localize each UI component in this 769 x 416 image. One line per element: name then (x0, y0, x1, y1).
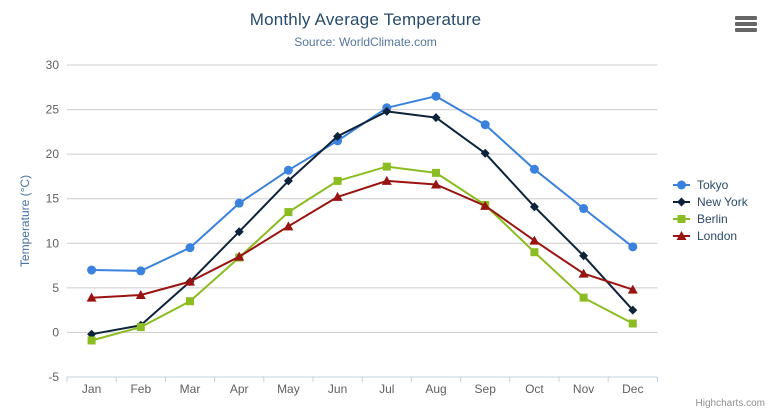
y-tick-label: 0 (52, 325, 59, 339)
hamburger-icon (735, 16, 757, 20)
data-point-london[interactable] (529, 235, 540, 245)
data-point-berlin[interactable] (530, 248, 539, 257)
data-point-london[interactable] (381, 175, 392, 185)
data-point-berlin[interactable] (136, 323, 145, 332)
data-point-new-york[interactable] (480, 148, 490, 158)
chart-title: Monthly Average Temperature (249, 10, 482, 29)
x-tick-label: Sep (475, 382, 497, 396)
data-point-tokyo[interactable] (87, 265, 97, 275)
data-point-tokyo[interactable] (579, 204, 589, 214)
data-point-new-york[interactable] (529, 202, 539, 212)
context-menu-button[interactable] (733, 12, 759, 34)
x-tick-label: Dec (622, 382, 643, 396)
hamburger-icon (735, 22, 757, 26)
data-point-london[interactable] (578, 268, 589, 278)
series-line-tokyo[interactable] (90, 95, 634, 272)
data-point-berlin[interactable] (579, 293, 588, 302)
legend-label: New York (697, 194, 748, 209)
data-point-berlin[interactable] (284, 208, 293, 217)
y-tick-label: 20 (46, 147, 60, 161)
data-point-new-york[interactable] (283, 176, 293, 186)
x-tick-label: Mar (180, 382, 201, 396)
data-point-new-york[interactable] (628, 305, 638, 315)
data-point-new-york[interactable] (333, 131, 343, 141)
legend-item-new-york[interactable]: New York (673, 193, 748, 210)
series-line-new-york[interactable] (90, 110, 634, 336)
data-point-new-york[interactable] (382, 106, 392, 116)
triangle-marker-icon (673, 230, 690, 240)
legend-label: Tokyo (697, 177, 729, 192)
x-tick-label: Jun (328, 382, 347, 396)
data-point-tokyo[interactable] (283, 165, 293, 175)
legend-label: London (697, 228, 738, 243)
data-point-new-york[interactable] (234, 227, 244, 237)
y-tick-label: 25 (46, 103, 60, 117)
y-tick-label: 5 (52, 281, 59, 295)
x-tick-label: Oct (525, 382, 544, 396)
data-point-london[interactable] (283, 221, 294, 231)
data-point-london[interactable] (185, 276, 195, 286)
data-point-london[interactable] (234, 251, 245, 261)
x-tick-label: Jul (379, 382, 394, 396)
data-point-tokyo[interactable] (185, 243, 195, 253)
circle-marker-icon (673, 180, 690, 189)
diamond-marker-icon (673, 197, 690, 206)
data-point-berlin[interactable] (87, 336, 96, 345)
data-point-london[interactable] (135, 289, 146, 299)
y-tick-label: 10 (46, 236, 60, 250)
y-tick-label: -5 (48, 370, 59, 384)
highcharts-credit[interactable]: Highcharts.com (695, 398, 765, 409)
series-line-berlin[interactable] (90, 165, 634, 342)
legend-item-tokyo[interactable]: Tokyo (673, 176, 748, 193)
y-tick-label: 15 (46, 192, 60, 206)
series-line-london[interactable] (90, 179, 634, 299)
x-tick-label: Feb (130, 382, 151, 396)
data-point-berlin[interactable] (628, 319, 637, 328)
data-point-tokyo[interactable] (234, 198, 244, 208)
hamburger-icon (735, 28, 757, 32)
data-point-london[interactable] (627, 284, 638, 294)
x-tick-label: Nov (573, 382, 594, 396)
data-point-london[interactable] (86, 292, 97, 302)
legend: Tokyo New York Berlin London (673, 176, 748, 244)
legend-label: Berlin (697, 211, 728, 226)
data-point-berlin[interactable] (333, 176, 342, 185)
data-point-london[interactable] (431, 179, 441, 189)
data-point-new-york[interactable] (431, 113, 441, 123)
x-tick-label: Apr (230, 382, 249, 396)
x-tick-label: May (277, 382, 300, 396)
data-point-tokyo[interactable] (529, 164, 539, 174)
square-marker-icon (673, 214, 690, 223)
x-tick-label: Aug (425, 382, 446, 396)
data-point-new-york[interactable] (579, 251, 589, 261)
data-point-london[interactable] (480, 200, 491, 210)
x-tick-label: Jan (82, 382, 101, 396)
data-point-tokyo[interactable] (136, 266, 146, 276)
data-point-berlin[interactable] (382, 162, 391, 171)
y-axis-title: Temperature (°C) (18, 174, 32, 268)
chart-subtitle: Source: WorldClimate.com (294, 35, 437, 49)
legend-item-berlin[interactable]: Berlin (673, 210, 748, 227)
data-point-tokyo[interactable] (628, 242, 638, 252)
data-point-tokyo[interactable] (431, 91, 441, 101)
y-tick-label: 30 (46, 58, 60, 72)
data-point-berlin[interactable] (186, 297, 194, 306)
data-point-london[interactable] (332, 191, 343, 201)
data-point-tokyo[interactable] (480, 120, 490, 130)
legend-item-london[interactable]: London (673, 227, 748, 244)
data-point-berlin[interactable] (432, 168, 440, 177)
